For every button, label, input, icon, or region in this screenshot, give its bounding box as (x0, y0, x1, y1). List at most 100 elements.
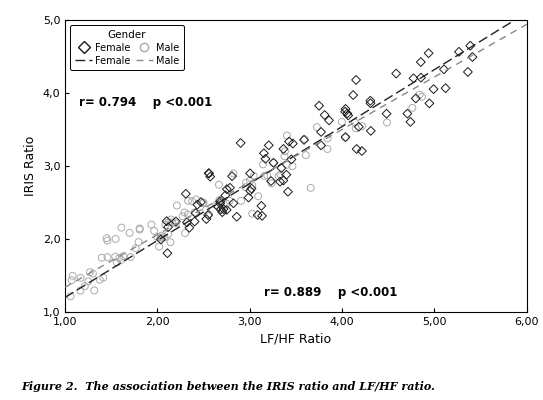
Point (358, 123, 367, 129)
Point (197, 199, 205, 205)
Point (202, 207, 211, 213)
Point (222, 200, 231, 207)
Point (300, 136, 308, 142)
Point (181, 230, 190, 236)
Point (212, 202, 220, 208)
Point (135, 225, 144, 232)
Point (279, 177, 288, 184)
Point (279, 146, 288, 152)
Point (246, 177, 255, 184)
Point (351, 125, 360, 132)
Point (269, 160, 278, 166)
Point (418, 94, 426, 100)
Point (416, 74, 425, 81)
Point (247, 185, 256, 192)
Point (232, 214, 241, 220)
Point (350, 120, 359, 126)
Point (466, 42, 475, 49)
Point (323, 135, 332, 142)
Point (84, 278, 93, 284)
Point (440, 66, 449, 72)
Point (102, 235, 111, 242)
Point (246, 188, 255, 194)
Point (288, 163, 297, 169)
Point (162, 218, 171, 224)
Point (406, 119, 415, 125)
Point (164, 219, 173, 226)
Point (341, 106, 350, 112)
Point (216, 196, 224, 203)
Point (112, 259, 121, 266)
Point (425, 100, 434, 106)
Point (125, 230, 134, 236)
Point (366, 100, 375, 106)
Point (163, 224, 172, 230)
Point (193, 202, 201, 208)
Point (127, 254, 135, 260)
Point (317, 142, 325, 148)
Point (191, 209, 199, 216)
Point (282, 172, 291, 178)
Point (249, 173, 258, 179)
Point (167, 216, 175, 223)
Point (223, 186, 231, 192)
Point (115, 255, 124, 261)
Point (288, 140, 297, 147)
Point (258, 161, 267, 168)
Point (181, 191, 190, 197)
Point (468, 54, 477, 60)
Point (76, 288, 85, 294)
Point (280, 153, 289, 160)
Point (160, 234, 169, 240)
Point (269, 160, 277, 166)
Point (99, 274, 108, 281)
Point (225, 184, 234, 191)
Point (263, 172, 272, 178)
Point (260, 150, 268, 156)
Point (412, 95, 420, 102)
Point (254, 193, 263, 200)
Point (66, 293, 75, 300)
Point (325, 117, 333, 124)
Point (192, 196, 200, 203)
Point (253, 212, 262, 218)
Point (185, 224, 194, 231)
Text: r= 0.794    p <0.001: r= 0.794 p <0.001 (79, 96, 212, 109)
Point (313, 124, 321, 130)
Point (216, 198, 224, 204)
Point (429, 86, 438, 92)
Point (222, 207, 231, 213)
Point (277, 165, 286, 171)
Point (156, 236, 165, 243)
Point (199, 199, 207, 206)
Point (341, 108, 350, 115)
Legend: Female, Female, Male, Male: Female, Female, Male, Male (70, 25, 184, 70)
Point (285, 138, 293, 145)
Point (173, 202, 181, 209)
Point (276, 171, 285, 178)
Point (221, 192, 230, 198)
Point (157, 232, 166, 239)
Point (367, 128, 375, 134)
Point (246, 170, 255, 176)
Point (260, 173, 269, 179)
Point (366, 98, 375, 104)
Point (184, 211, 192, 218)
Text: Figure 2.  The association between the IRIS ratio and LF/HF ratio.: Figure 2. The association between the IR… (22, 381, 435, 392)
Point (80, 283, 89, 289)
Point (241, 184, 250, 190)
Point (281, 148, 289, 154)
Point (214, 182, 223, 188)
Point (355, 124, 363, 130)
Point (257, 203, 266, 209)
Point (338, 119, 346, 125)
Point (301, 152, 310, 158)
Point (199, 200, 208, 206)
Point (409, 75, 418, 82)
Point (315, 102, 324, 109)
Point (357, 148, 366, 154)
Point (261, 156, 270, 162)
Point (155, 244, 163, 250)
Point (89, 270, 97, 277)
Point (166, 239, 175, 246)
